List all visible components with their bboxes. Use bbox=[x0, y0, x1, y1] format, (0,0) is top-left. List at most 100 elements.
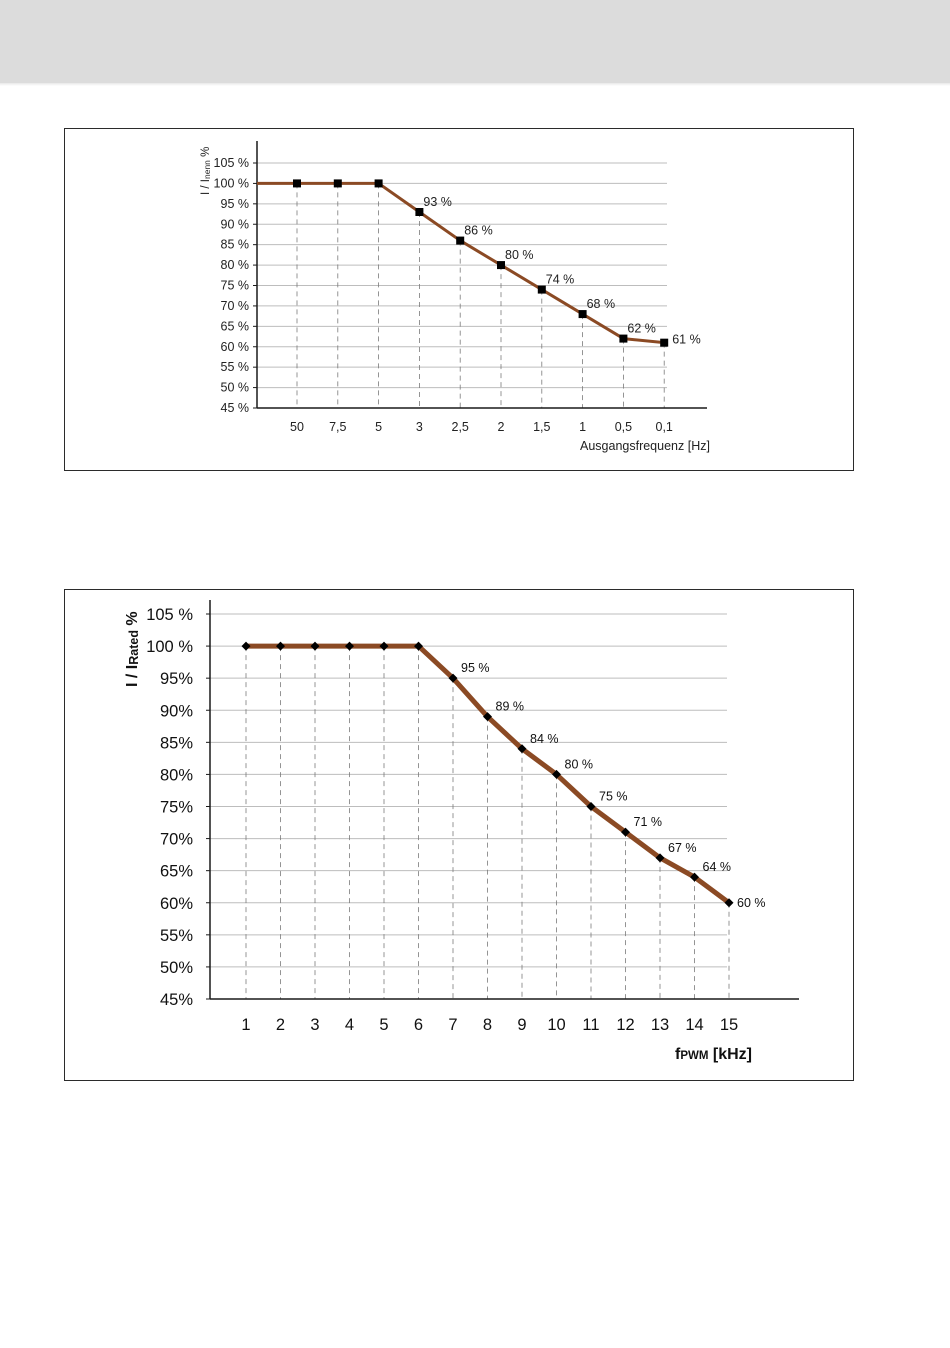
chart2-y-axis-title-suffix: % bbox=[124, 611, 141, 630]
chart1-x-tick-label: 3 bbox=[416, 420, 423, 434]
chart1-y-axis-title: I / Inenn % bbox=[200, 147, 212, 195]
chart2-y-tick-label: 65% bbox=[160, 863, 193, 881]
chart2-x-axis-title-suffix: [kHz] bbox=[708, 1046, 752, 1063]
chart2-x-tick-label: 9 bbox=[517, 1016, 526, 1034]
chart2-x-tick-label: 6 bbox=[414, 1016, 423, 1034]
chart1-y-tick-label: 70 % bbox=[221, 299, 250, 313]
chart1-y-tick-label: 55 % bbox=[221, 360, 250, 374]
chart1-x-tick-label: 2,5 bbox=[452, 420, 469, 434]
chart2-grid bbox=[210, 613, 730, 999]
chart2-labels: 105 % 100 % 95% 90% 85% 80% 75% 70% 65% 60% 55% 50%… bbox=[146, 606, 765, 1034]
chart1-marker bbox=[497, 261, 505, 270]
chart2-y-tick-label: 95% bbox=[160, 670, 193, 688]
chart2-marker bbox=[448, 673, 458, 683]
chart2-x-tick-label: 5 bbox=[379, 1016, 388, 1034]
chart2-marker bbox=[586, 802, 596, 811]
chart1-marker bbox=[456, 236, 465, 245]
chart2-x-tick-label: 7 bbox=[448, 1016, 457, 1034]
chart1-grid bbox=[257, 162, 667, 408]
chart1-x-tick-label: 1 bbox=[579, 420, 586, 434]
chart1-x-tick-label: 50 bbox=[290, 420, 304, 434]
chart2-y-tick-label: 75% bbox=[160, 799, 193, 817]
chart2-marker bbox=[276, 641, 285, 651]
chart2-x-tick-label: 15 bbox=[720, 1016, 738, 1034]
chart2-y-tick-label: 70% bbox=[160, 831, 193, 849]
chart1-y-axis-title-main: I / I bbox=[200, 179, 212, 195]
chart1-data-label: 62 % bbox=[627, 322, 656, 336]
chart2-x-tick-label: 8 bbox=[483, 1016, 492, 1034]
chart1-series bbox=[257, 179, 669, 347]
chart1-y-tick-label: 95 % bbox=[221, 197, 250, 211]
chart1-marker bbox=[333, 179, 342, 188]
chart2-data-label: 64 % bbox=[703, 860, 732, 874]
chart2-axes bbox=[206, 600, 799, 1000]
chart1-data-label: 68 % bbox=[587, 297, 616, 311]
chart1-data-label: 93 % bbox=[423, 195, 452, 209]
chart2-x-axis-title-sub: PWM bbox=[680, 1050, 708, 1062]
chart2-y-tick-label: 55% bbox=[160, 927, 193, 945]
chart2-y-axis-title-main: I / I bbox=[124, 665, 141, 687]
chart1-marker bbox=[374, 179, 383, 188]
chart2-y-tick-label: 85% bbox=[160, 734, 193, 752]
chart2-x-axis-title: fPWM [kHz] bbox=[675, 1046, 752, 1063]
chart1-marker bbox=[415, 208, 424, 216]
chart1-svg: 105 % 100 % 95 % 90 % 85 % 80 % 75 % 70 % 65 % 60… bbox=[200, 141, 710, 453]
chart1-y-tick-label: 60 % bbox=[221, 340, 250, 354]
chart1-data-label: 80 % bbox=[505, 248, 534, 262]
chart2-x-tick-label: 14 bbox=[685, 1016, 703, 1034]
chart2-x-axis-title-main: f bbox=[675, 1046, 681, 1063]
chart2-x-tick-label: 3 bbox=[310, 1016, 319, 1034]
header-band-shadow bbox=[0, 83, 950, 86]
chart2-marker bbox=[241, 641, 251, 651]
chart2-y-tick-label: 90% bbox=[160, 702, 193, 720]
chart1-y-tick-label: 90 % bbox=[221, 217, 250, 231]
chart1-y-tick-label: 85 % bbox=[221, 238, 250, 252]
chart1-x-tick-label: 7,5 bbox=[329, 420, 346, 434]
chart1-data-label: 61 % bbox=[672, 333, 701, 347]
chart2-marker bbox=[655, 853, 665, 863]
chart1-y-tick-label: 80 % bbox=[221, 258, 250, 272]
chart2-marker bbox=[690, 872, 699, 882]
chart2-x-tick-label: 10 bbox=[547, 1016, 565, 1034]
chart2-data-label: 60 % bbox=[737, 896, 766, 910]
chart2-y-axis-title: I / IRated % bbox=[124, 611, 141, 687]
chart1-x-axis-title: Ausgangsfrequenz [Hz] bbox=[580, 439, 710, 453]
chart1-marker bbox=[619, 334, 628, 343]
chart2-marker bbox=[621, 827, 630, 837]
chart2-data-label: 71 % bbox=[634, 815, 663, 829]
chart1-marker bbox=[293, 179, 301, 188]
chart2-y-tick-label: 60% bbox=[160, 895, 193, 913]
chart1-y-tick-label: 50 % bbox=[221, 381, 250, 395]
chart2-data-label: 80 % bbox=[565, 757, 594, 771]
chart2-marker bbox=[310, 641, 320, 651]
chart2-x-tick-label: 13 bbox=[651, 1016, 669, 1034]
chart2-marker bbox=[345, 641, 354, 651]
header-band bbox=[0, 0, 950, 83]
chart1-x-tick-label: 0,5 bbox=[615, 420, 632, 434]
chart1-labels: 105 % 100 % 95 % 90 % 85 % 80 % 75 % 70 % 65 % 60… bbox=[214, 156, 701, 434]
chart1-y-tick-label: 75 % bbox=[221, 279, 250, 293]
chart1-data-label: 86 % bbox=[464, 224, 493, 238]
chart-pwm-frequency-derating: 105 % 100 % 95% 90% 85% 80% 75% 70% 65% 60% 55% 50%… bbox=[64, 589, 854, 1081]
chart1-x-tick-label: 1,5 bbox=[533, 420, 550, 434]
chart2-marker bbox=[517, 744, 527, 754]
chart1-y-tick-label: 100 % bbox=[214, 176, 249, 190]
chart2-data-label: 84 % bbox=[530, 732, 559, 746]
chart-output-frequency-derating: 105 % 100 % 95 % 90 % 85 % 80 % 75 % 70 % 65 % 60… bbox=[64, 128, 854, 471]
chart2-marker bbox=[379, 641, 389, 651]
chart2-series bbox=[241, 641, 734, 908]
chart2-data-label: 75 % bbox=[599, 790, 628, 804]
chart1-data-label: 74 % bbox=[546, 273, 575, 287]
chart2-marker bbox=[552, 769, 561, 779]
chart2-y-tick-label: 100 % bbox=[146, 638, 193, 656]
chart2-y-tick-label: 105 % bbox=[146, 606, 193, 624]
chart1-y-axis-title-sub: nenn bbox=[202, 160, 212, 179]
chart1-marker bbox=[578, 310, 587, 319]
chart1-y-tick-label: 65 % bbox=[221, 319, 250, 333]
chart1-marker bbox=[660, 338, 669, 347]
chart2-data-label: 89 % bbox=[496, 700, 525, 714]
chart1-y-axis-title-suffix: % bbox=[200, 147, 212, 160]
chart2-y-tick-label: 50% bbox=[160, 959, 193, 977]
chart2-marker bbox=[724, 898, 734, 908]
chart2-y-tick-label: 45% bbox=[160, 991, 193, 1009]
